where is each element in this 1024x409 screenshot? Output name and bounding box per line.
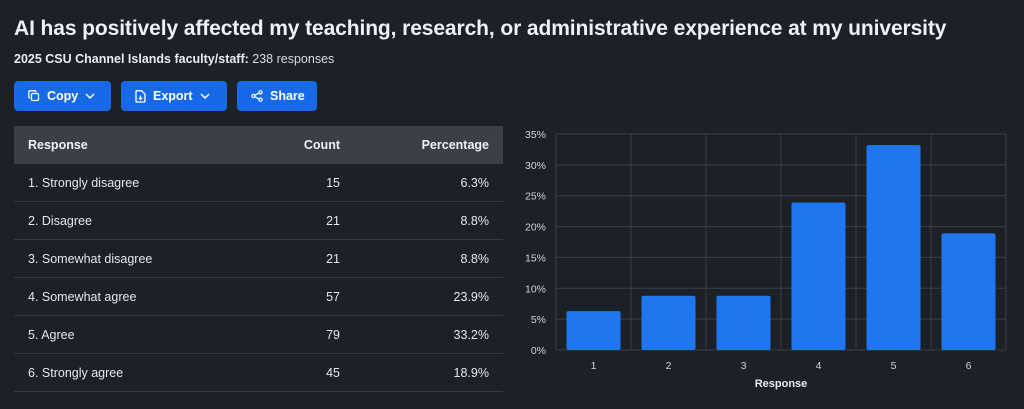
table-row: 2. Disagree 21 8.8% xyxy=(14,202,503,240)
bar xyxy=(716,295,771,350)
bar xyxy=(566,311,621,350)
y-tick-label: 35% xyxy=(525,129,546,141)
cell-count: 21 xyxy=(326,213,340,228)
response-count: 238 responses xyxy=(252,52,335,66)
table-header: Response Count Percentage xyxy=(14,126,503,164)
chevron-down-icon xyxy=(85,93,95,99)
x-axis-label: Response xyxy=(755,378,808,390)
bar xyxy=(866,145,921,350)
x-tick-label: 4 xyxy=(816,360,822,372)
y-tick-label: 25% xyxy=(525,191,546,203)
table-row: 1. Strongly disagree 15 6.3% xyxy=(14,164,503,202)
cell-count: 79 xyxy=(326,327,340,342)
cell-response: 5. Agree xyxy=(28,327,75,342)
file-export-icon xyxy=(135,89,146,103)
cell-response: 6. Strongly agree xyxy=(28,365,124,380)
share-label: Share xyxy=(270,89,305,103)
copy-icon xyxy=(28,90,40,102)
cell-percentage: 33.2% xyxy=(453,327,489,342)
page-title: AI has positively affected my teaching, … xyxy=(14,17,947,40)
cell-response: 1. Strongly disagree xyxy=(28,175,140,190)
share-button[interactable]: Share xyxy=(237,81,317,111)
bar-chart-svg: 0% 5% 10% 15% 20% 25% 30% 35% 1 2 3 4 5 6 Response xyxy=(525,129,1007,390)
header-percentage: Percentage xyxy=(421,138,489,152)
y-tick-label: 15% xyxy=(525,252,546,264)
bar xyxy=(791,202,846,350)
y-tick-label: 30% xyxy=(525,160,546,172)
cell-response: 4. Somewhat agree xyxy=(28,289,137,304)
table-row: 5. Agree 79 33.2% xyxy=(14,316,503,354)
table-row: 6. Strongly agree 45 18.9% xyxy=(14,354,503,392)
cell-percentage: 23.9% xyxy=(453,289,489,304)
export-label: Export xyxy=(153,89,193,103)
cell-response: 3. Somewhat disagree xyxy=(28,251,153,266)
cell-count: 57 xyxy=(326,289,340,304)
x-tick-label: 1 xyxy=(591,360,597,372)
bar xyxy=(641,295,696,350)
survey-source: 2025 CSU Channel Islands faculty/staff: xyxy=(14,52,249,66)
y-tick-label: 5% xyxy=(531,314,546,326)
cell-percentage: 18.9% xyxy=(453,365,489,380)
y-tick-label: 0% xyxy=(531,345,546,357)
table-row: 3. Somewhat disagree 21 8.8% xyxy=(14,240,503,278)
bar-chart: 0% 5% 10% 15% 20% 25% 30% 35% 1 2 3 4 5 6 Response xyxy=(516,124,1024,404)
y-tick-label: 20% xyxy=(525,222,546,234)
subtitle: 2025 CSU Channel Islands faculty/staff: … xyxy=(14,52,334,66)
cell-percentage: 6.3% xyxy=(460,175,490,190)
header-response: Response xyxy=(28,138,88,152)
response-table: Response Count Percentage 1. Strongly di… xyxy=(14,126,503,392)
chevron-down-icon xyxy=(200,93,210,99)
y-tick-label: 10% xyxy=(525,283,546,295)
cell-response: 2. Disagree xyxy=(28,213,92,228)
x-tick-label: 6 xyxy=(966,360,972,372)
x-tick-label: 5 xyxy=(891,360,897,372)
cell-percentage: 8.8% xyxy=(460,213,490,228)
cell-count: 15 xyxy=(326,175,340,190)
share-icon xyxy=(251,90,263,102)
header-count: Count xyxy=(303,138,340,152)
bar xyxy=(941,233,996,350)
export-button[interactable]: Export xyxy=(121,81,227,111)
toolbar: Copy Export Sh xyxy=(14,81,317,111)
x-tick-label: 2 xyxy=(666,360,672,372)
x-tick-label: 3 xyxy=(741,360,747,372)
copy-button[interactable]: Copy xyxy=(14,81,111,111)
table-row: 4. Somewhat agree 57 23.9% xyxy=(14,278,503,316)
copy-label: Copy xyxy=(47,89,79,103)
cell-percentage: 8.8% xyxy=(460,251,490,266)
cell-count: 21 xyxy=(326,251,340,266)
cell-count: 45 xyxy=(326,365,340,380)
